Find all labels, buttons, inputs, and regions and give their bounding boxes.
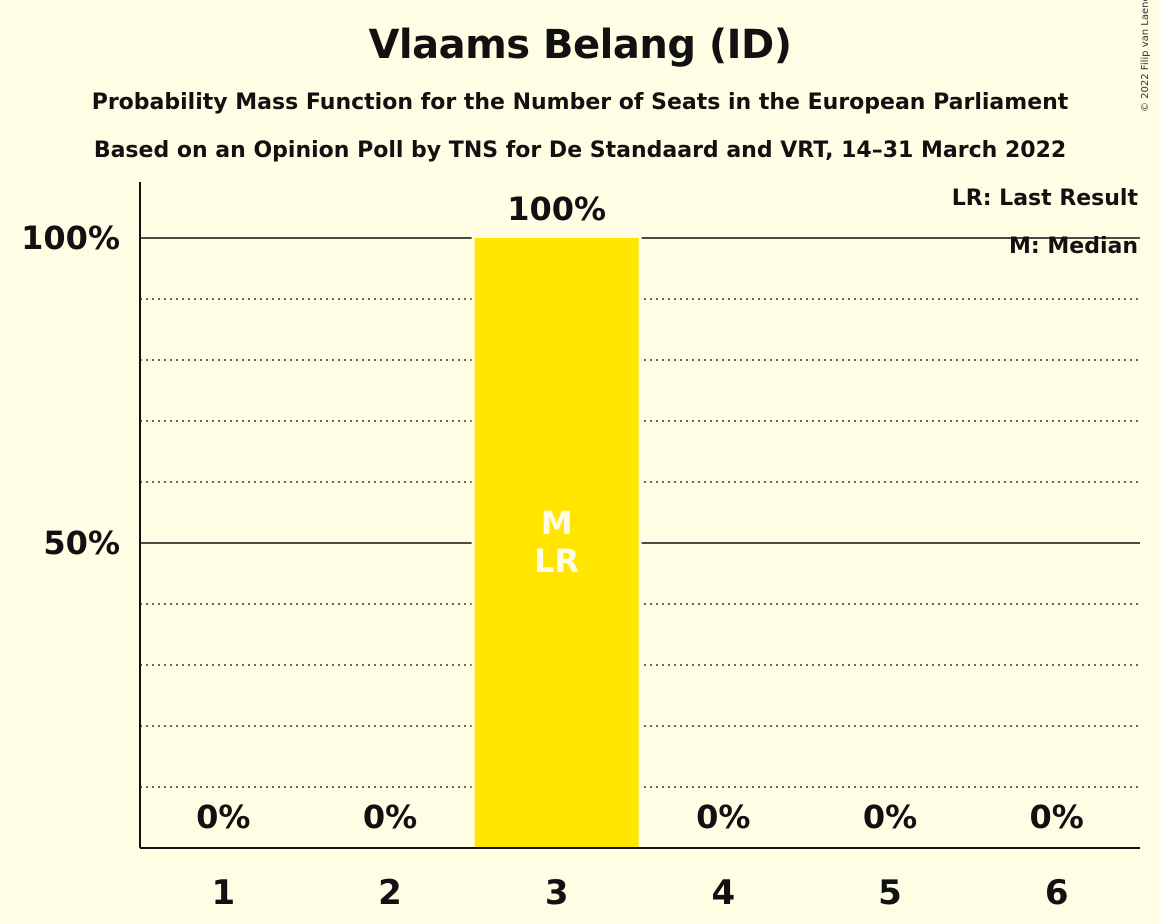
chart-title: Vlaams Belang (ID) [368, 22, 792, 68]
x-tick-label: 4 [711, 873, 735, 913]
y-tick-label: 50% [43, 524, 120, 562]
value-label: 0% [196, 798, 250, 836]
axes [139, 182, 1140, 849]
value-label: 0% [696, 798, 750, 836]
bar-marker-label: M [541, 504, 573, 542]
bar-marker-label: LR [534, 542, 579, 580]
y-tick-label: 100% [21, 219, 120, 257]
chart-subtitle-2: Based on an Opinion Poll by TNS for De S… [93, 138, 1067, 163]
chart-subtitle-1: Probability Mass Function for the Number… [91, 90, 1069, 115]
x-tick-label: 2 [378, 873, 402, 913]
bar-seat-3 [474, 238, 639, 848]
x-tick-label: 6 [1045, 873, 1069, 913]
value-label: 0% [863, 798, 917, 836]
x-tick-label: 3 [545, 873, 569, 913]
value-label: 100% [507, 190, 606, 228]
legend-last-result: LR: Last Result [951, 186, 1138, 211]
x-tick-label: 1 [211, 873, 235, 913]
value-label: 0% [1030, 798, 1084, 836]
x-tick-label: 5 [878, 873, 902, 913]
value-label: 0% [363, 798, 417, 836]
bars [471, 236, 642, 848]
